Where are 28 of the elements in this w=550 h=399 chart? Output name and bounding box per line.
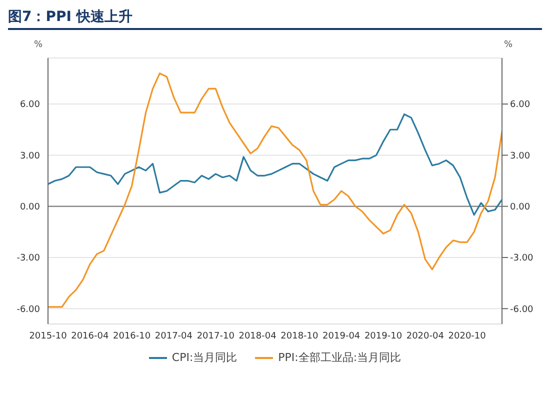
y-tick-label: 6.00 [20,100,40,110]
x-tick-label: 2017-10 [196,331,235,342]
x-tick-label: 2019-04 [322,331,360,342]
y-tick-label: 3.00 [20,151,40,162]
y2-tick-label: 6.00 [510,100,530,110]
x-tick-label: 2016-04 [71,331,109,342]
y-tick-label: -3.00 [16,254,40,264]
y-axis-title: % [34,40,43,50]
x-tick-label: 2020-04 [406,331,444,342]
x-tick-label: 2016-10 [113,331,151,342]
y2-tick-label: 3.00 [510,151,530,162]
line-series [48,72,502,308]
legend-label: PPI:全部工业品:当月同比 [277,350,402,365]
y-tick-label: -6.00 [16,304,40,315]
chart-title: 图7：PPI 快速上升 [8,8,542,30]
x-tick-label: 2019-10 [364,331,402,342]
x-tick-label: 2018-04 [238,331,277,342]
y2-tick-label: 0.00 [510,202,530,213]
y2-axis-title: % [504,40,513,50]
x-tick-label: 2015-10 [29,331,68,342]
line-series [48,113,502,216]
x-tick-label: 2018-10 [280,331,319,342]
y2-tick-label: -3.00 [510,254,534,264]
y2-tick-label: -6.00 [510,304,534,315]
y-tick-label: 0.00 [20,202,40,213]
x-tick-label: 2020-10 [448,331,486,342]
legend-label: CPI:当月同比 [170,350,238,365]
x-tick-label: 2017-04 [154,331,193,342]
